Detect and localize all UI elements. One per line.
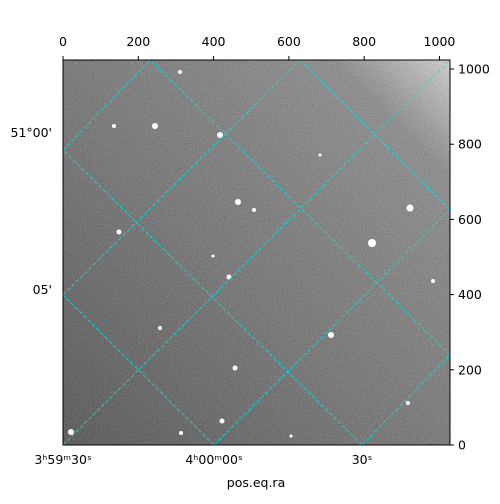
y-tick-label: 1000 (458, 62, 490, 77)
frame (62, 59, 451, 446)
y-tick-label: 800 (458, 137, 482, 152)
x-tick-label: 800 (352, 34, 376, 49)
y-tick-label: 200 (458, 362, 482, 377)
dec-label: 51°00' (11, 125, 53, 140)
y-tick-label: 400 (458, 287, 482, 302)
x-tick-label: 200 (126, 34, 150, 49)
ra-label: 30ˢ (352, 452, 373, 467)
x-tick-label: 600 (277, 34, 301, 49)
x-tick-label: 400 (202, 34, 226, 49)
x-axis-label: pos.eq.ra (227, 475, 285, 490)
ra-label: 4ʰ00ᵐ00ˢ (185, 452, 242, 467)
y-tick-label: 600 (458, 212, 482, 227)
x-tick-label: 0 (59, 34, 67, 49)
dec-label: 05' (33, 282, 52, 297)
wcs-grid (63, 60, 450, 445)
sky-image (63, 60, 450, 445)
x-tick-label: 1000 (424, 34, 456, 49)
ra-label: 3ʰ59ᵐ30ˢ (34, 452, 91, 467)
y-tick-label: 0 (458, 438, 466, 453)
